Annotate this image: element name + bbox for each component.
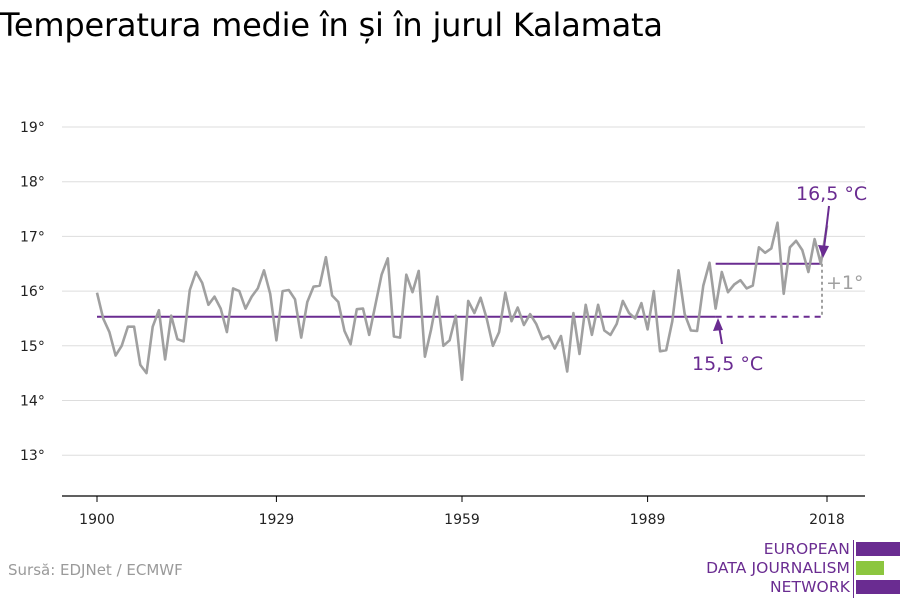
logo-bar-top (856, 542, 900, 556)
baseline-layer (97, 262, 823, 318)
x-tick-label: 1959 (444, 512, 480, 528)
y-tick-label: 13° (20, 448, 45, 464)
logo-bar-middle (856, 561, 884, 575)
x-tick-label: 1929 (259, 512, 295, 528)
annotation-layer: 15,5 °C 16,5 °C +1° (692, 183, 867, 375)
y-tick-label: 19° (20, 120, 45, 136)
y-tick-label: 18° (20, 175, 45, 191)
arrowhead-recent (818, 245, 829, 258)
y-tick-label: 14° (20, 394, 45, 410)
logo-line-network: NETWORK (769, 578, 850, 596)
y-tick-label: 17° (20, 229, 45, 245)
x-tick-label: 1900 (79, 512, 115, 528)
series-layer (95, 221, 829, 382)
x-tick-label: 1989 (630, 512, 666, 528)
annotation-label-difference: +1° (826, 272, 864, 294)
series-line-temperature (95, 221, 829, 382)
annotation-label-baseline: 15,5 °C (692, 353, 763, 375)
arrowhead-baseline (713, 318, 723, 331)
chart-title: Temperatura medie în și în jurul Kalamat… (0, 6, 663, 44)
y-tick-label: 16° (20, 284, 45, 300)
y-tick-label: 15° (20, 339, 45, 355)
logo-bar-bottom (856, 580, 900, 594)
edjnet-logo: EUROPEAN DATA JOURNALISM NETWORK (700, 540, 900, 598)
source-note: Sursă: EDJNet / ECMWF (8, 561, 183, 579)
logo-line-european: EUROPEAN (763, 540, 850, 558)
logo-line-data-journalism: DATA JOURNALISM (706, 559, 850, 577)
x-tick-label: 2018 (809, 512, 845, 528)
logo-separator (853, 540, 854, 598)
axis-layer: 13° 14° 15° 16° 17° 18° 19° 1900 1929 1959 1989 201… (20, 120, 865, 528)
arrow-recent (823, 205, 830, 249)
grid-layer (62, 126, 865, 456)
annotation-label-recent: 16,5 °C (796, 183, 867, 205)
